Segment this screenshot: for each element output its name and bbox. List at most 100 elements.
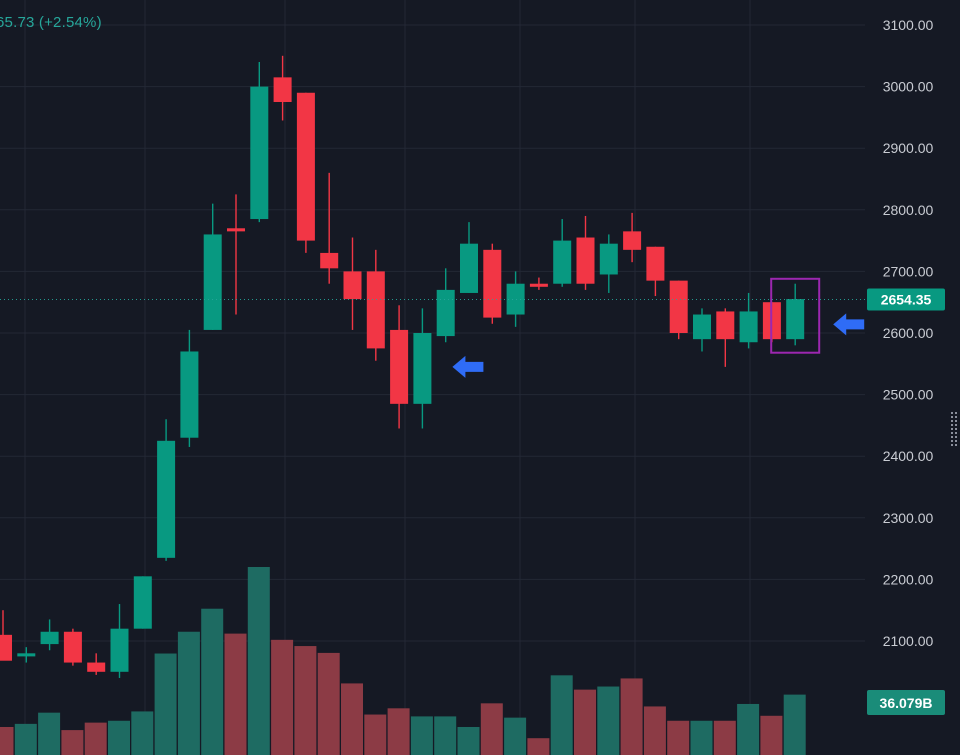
price-tick-label: 2800.00 [883,202,934,218]
candle-body [669,280,688,333]
resize-handle-dot [955,412,957,414]
volume-bar [667,720,690,755]
candle [413,308,432,429]
candle [273,55,292,121]
volume-bar [154,653,177,755]
candle-body [553,240,572,284]
candle-body [366,271,385,349]
candle [366,249,385,361]
resize-handle-dot [951,436,953,438]
highlight-box [770,277,821,354]
price-axis[interactable]: 3100.00 3000.00 2900.00 2800.00 2700.00 2600.… [867,17,945,715]
candle [17,647,36,663]
resize-handle-dot [955,428,957,430]
price-tick-label: 2300.00 [883,510,934,526]
resize-handle-dot [951,444,953,446]
candle [180,329,199,447]
candle [460,222,478,293]
candle-body [110,628,129,672]
candle-body [343,271,362,300]
candle [343,237,362,330]
volume-bar [620,678,643,755]
arrow-left-icon [452,355,484,378]
candle-body [483,249,502,318]
candle-body [739,311,758,343]
candle [40,619,59,651]
volume-bar [14,723,37,755]
candle [506,271,525,327]
candle [296,92,315,253]
candle [529,277,548,290]
volume-bar [690,720,713,755]
candle-body [17,653,36,657]
candle [739,292,758,349]
volume-bar [574,689,596,755]
resize-handle-icon[interactable] [951,412,957,446]
volume-bar [643,706,666,755]
candle [553,219,572,287]
volume-bar [527,738,550,755]
candle [227,194,245,315]
resize-handle-dot [951,432,953,434]
resize-handle-dot [955,424,957,426]
volume-bar [317,652,340,755]
candle-body [227,228,245,232]
candle [87,653,106,675]
candle-body [0,634,12,661]
volume-tag [867,690,945,715]
candle [436,268,455,343]
candle-body [296,92,315,241]
candles [0,55,805,678]
candle-body [203,234,222,330]
volume-bar [108,720,130,755]
candle [623,212,642,263]
candle [63,628,82,666]
volume-bar [713,720,736,755]
volume-bar [0,726,14,755]
volume-bar [550,675,573,755]
volume-bar [597,686,620,755]
price-tick-label: 2600.00 [883,325,934,341]
resize-handle-dot [955,436,957,438]
candle-body [786,299,805,340]
candle-body [646,246,665,281]
candle [599,234,618,293]
resize-handle-dot [951,412,953,414]
price-tick-label: 2700.00 [883,263,934,279]
candle-body [63,631,82,663]
price-tick-label: 2900.00 [883,140,934,156]
candle [483,243,502,324]
candle [110,604,129,678]
arrow-left-icon [833,313,865,336]
candle [133,576,152,629]
volume-bar [410,716,433,755]
candle [157,419,176,561]
resize-handle-dot [955,420,957,422]
volume-bar [201,608,224,755]
volume-bar [177,631,200,755]
candle [203,203,222,330]
volume-bar [364,714,387,755]
candle [390,305,409,429]
resize-handle-dot [955,444,957,446]
candle-body [157,440,176,558]
candle-body [87,662,106,672]
candle-body [436,289,455,337]
volume-bar [457,726,480,755]
resize-handle-dot [951,420,953,422]
annotations [452,277,865,378]
candle-body [460,243,478,293]
candle [669,280,688,340]
volume-label: 36.079B [880,695,933,711]
candle-body [40,631,59,645]
price-tick-label: 2200.00 [883,571,934,587]
volume-bar [434,716,457,755]
resize-handle-dot [955,440,957,442]
candle-body [623,231,642,250]
volume-bar [247,567,270,755]
volume-bar [61,730,84,755]
volume-bar [224,633,247,755]
last-price-tag [867,288,945,311]
volume-bar [38,712,61,755]
